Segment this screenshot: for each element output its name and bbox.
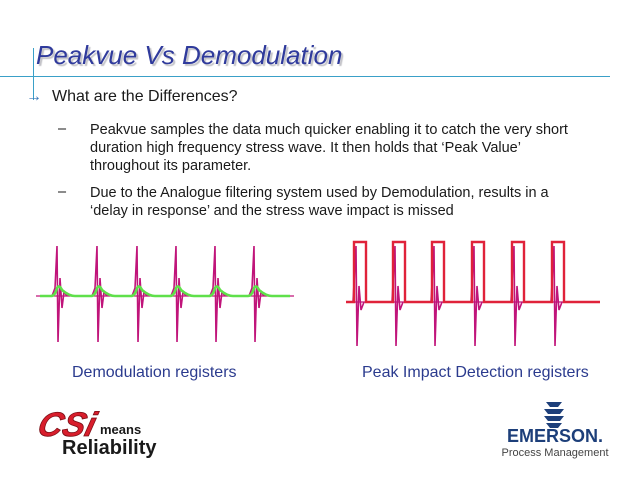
title-underline <box>0 76 610 77</box>
emerson-logo-subtitle: Process Management <box>502 447 609 459</box>
impulse-spike <box>430 245 443 347</box>
caption-peak-impact: Peak Impact Detection registers <box>362 364 589 381</box>
impulse-spike <box>391 245 404 347</box>
impulse-spike <box>170 245 187 343</box>
arrow-bullet-icon: → <box>26 88 42 105</box>
impulse-spike <box>131 245 148 343</box>
title-side-rule <box>33 48 34 100</box>
csi-logo-reliability: Reliability <box>62 437 157 459</box>
impulse-spike <box>352 245 365 347</box>
emerson-emblem-icon <box>544 402 564 428</box>
emerson-logo-name: EMERSON. <box>507 426 603 446</box>
sub-bullet-peakvue: Peakvue samples the data much quicker en… <box>90 122 568 174</box>
sub-bullet-demodulation: Due to the Analogue filtering system use… <box>90 185 549 219</box>
sub-bullet-dash: – <box>58 121 67 137</box>
demodulation-envelope <box>40 285 290 298</box>
peak-hold-trace <box>346 240 600 304</box>
main-bullet: What are the Differences? <box>52 88 238 105</box>
impulse-spike <box>470 245 483 347</box>
caption-demodulation: Demodulation registers <box>72 364 237 381</box>
csi-reliability-logo: CSi means Reliability <box>34 406 158 459</box>
csi-logo-means: means <box>100 422 141 437</box>
peak-impact-waveform <box>346 240 600 347</box>
impulse-spike <box>510 245 523 347</box>
impulse-spike <box>91 245 108 343</box>
demodulation-waveform <box>36 245 294 343</box>
emerson-logo: EMERSON. Process Management <box>502 402 609 459</box>
sub-bullet-dash: – <box>58 184 67 200</box>
impulse-spike <box>550 245 563 347</box>
impulse-spike <box>209 245 226 343</box>
slide-title: Peakvue Vs Demodulation <box>36 40 343 70</box>
csi-logo-letters: CSi <box>34 406 101 443</box>
impulse-spike <box>248 245 265 343</box>
impulse-spike <box>51 245 68 343</box>
